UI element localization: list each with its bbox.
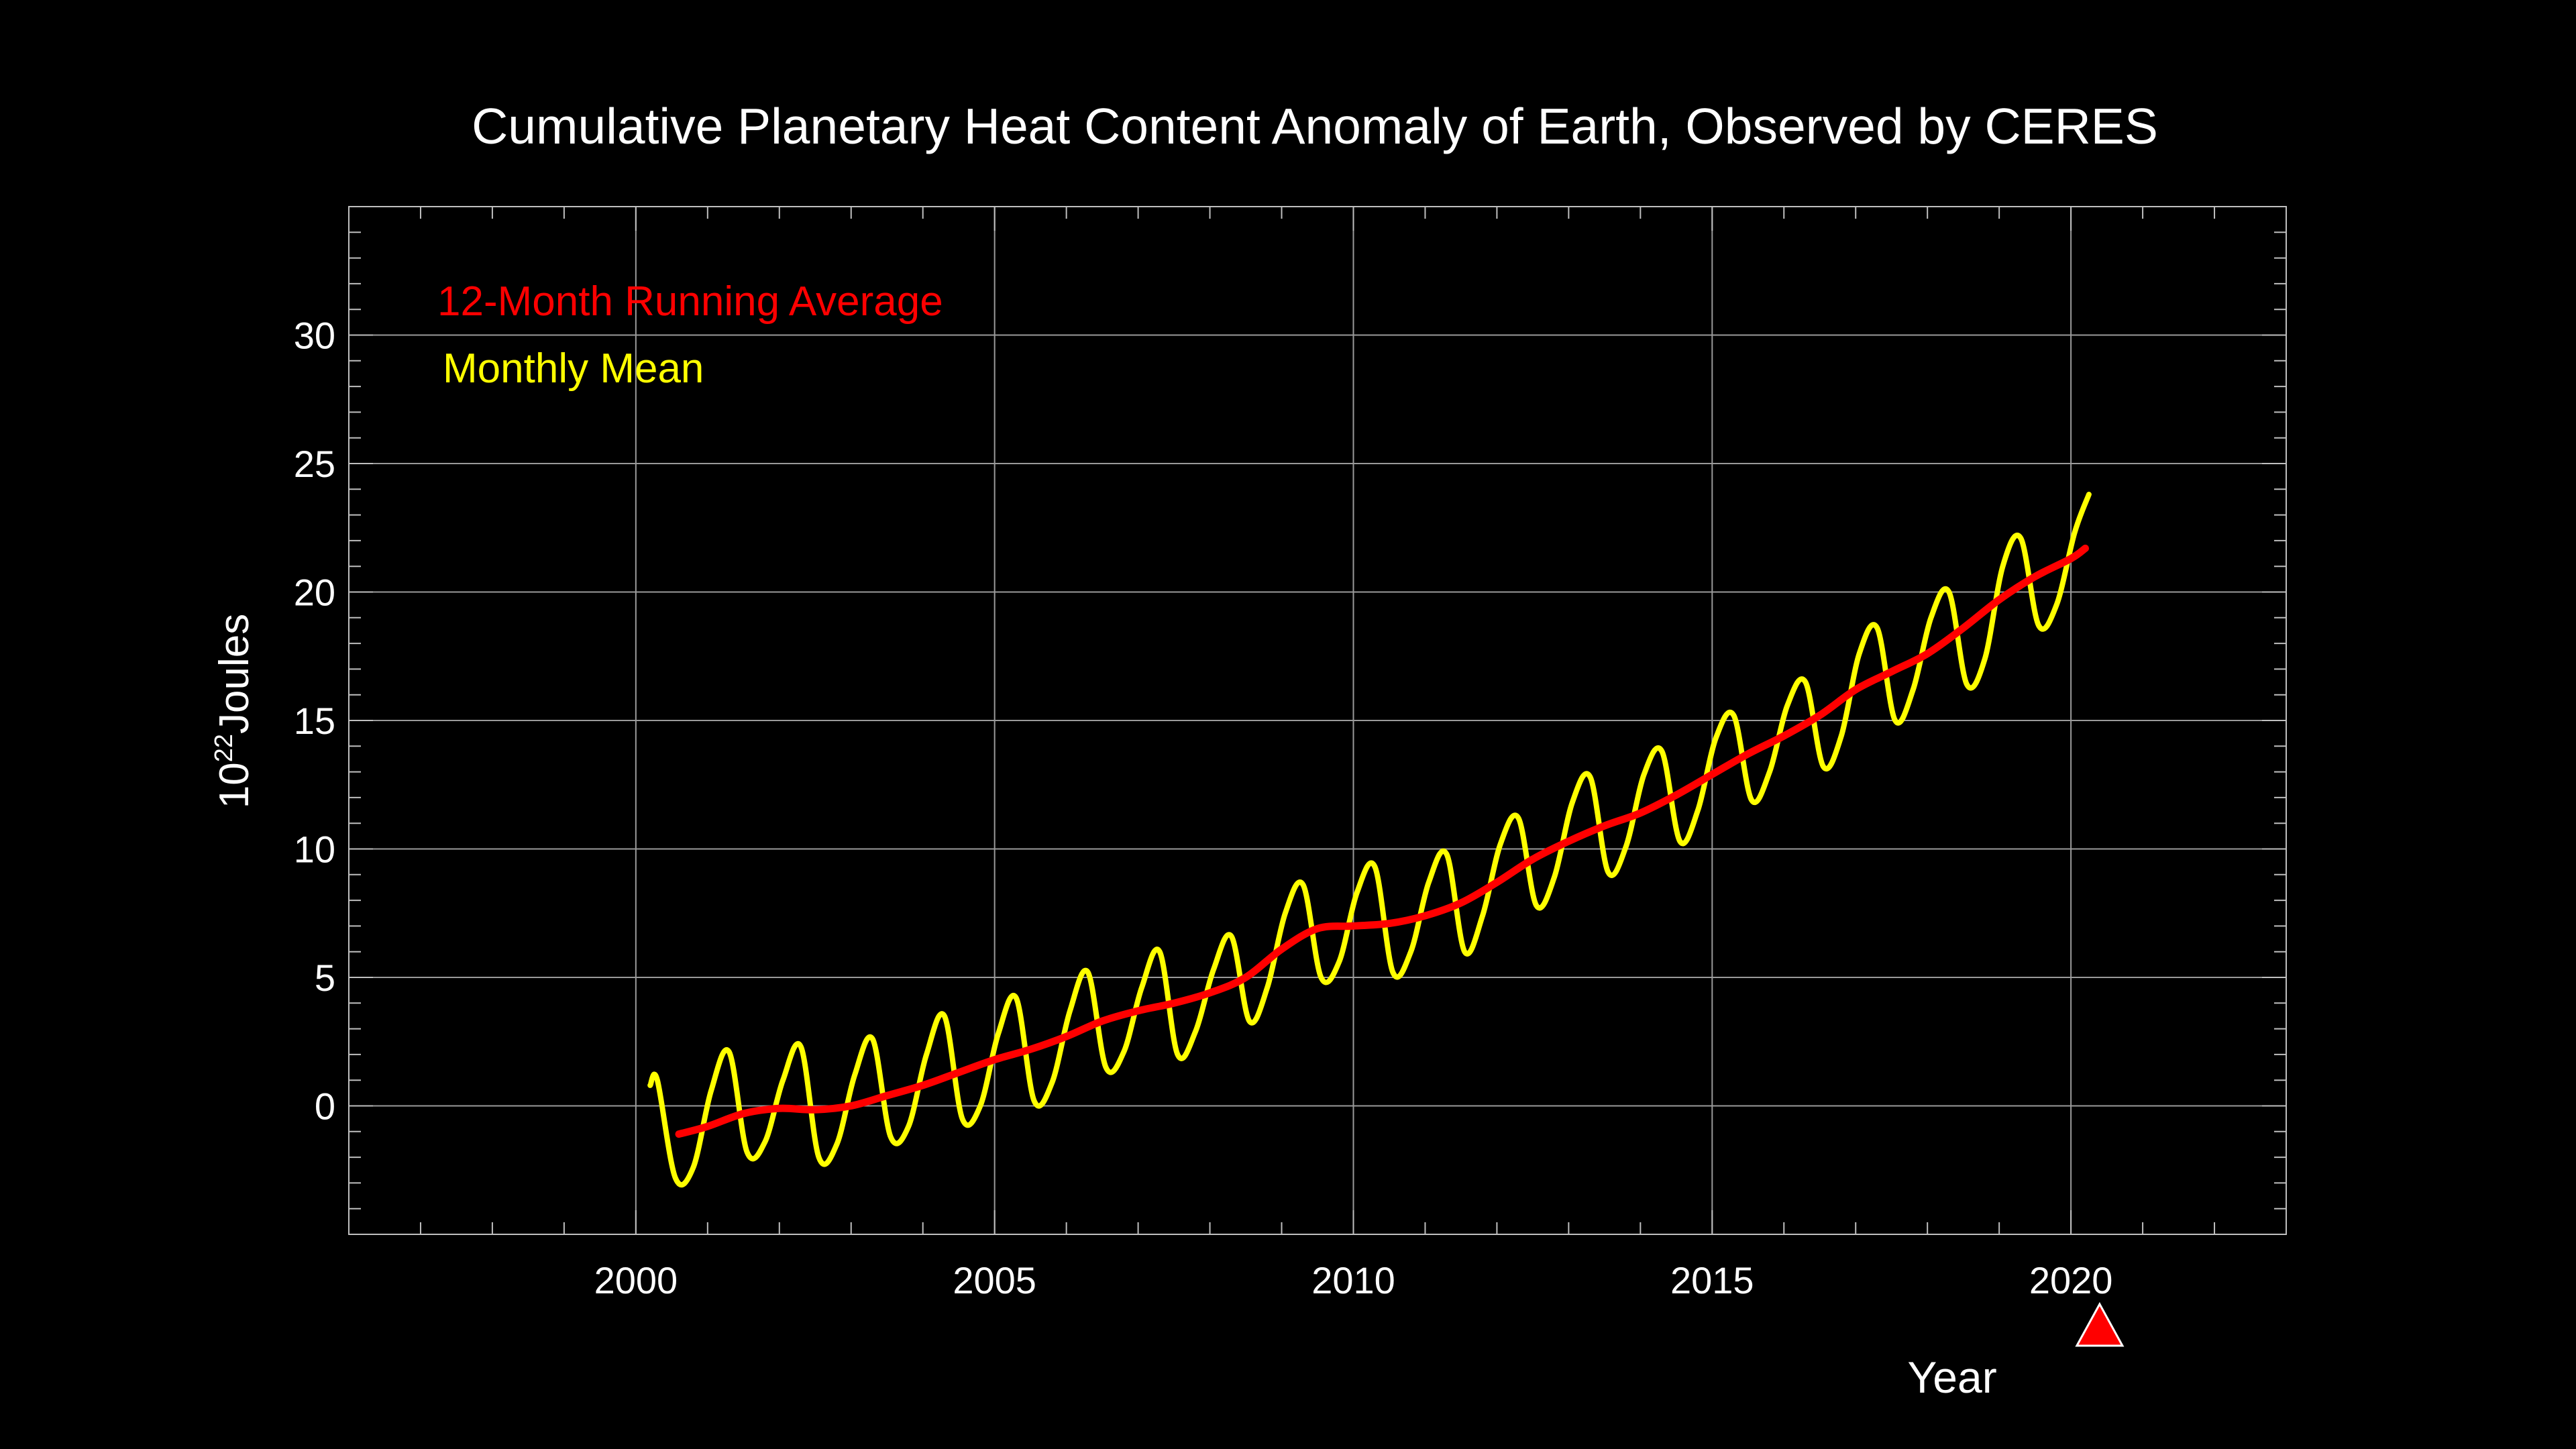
x-tick-label: 2000 <box>594 1259 678 1301</box>
y-tick-label: 25 <box>294 443 335 485</box>
chart-title: Cumulative Planetary Heat Content Anomal… <box>472 98 2158 154</box>
x-tick-label: 2010 <box>1311 1259 1395 1301</box>
legend-label-running-average: 12-Month Running Average <box>437 278 943 325</box>
y-axis-label-exponent: 22 <box>210 734 238 762</box>
grid <box>349 207 2286 1234</box>
year-marker-triangle <box>2075 1301 2125 1347</box>
x-tick-label: 2005 <box>953 1259 1036 1301</box>
y-axis-label: 1022Joules <box>210 614 258 808</box>
series-lines <box>647 492 2092 1188</box>
y-tick-label: 5 <box>315 957 335 999</box>
y-tick-label: 10 <box>294 828 335 871</box>
x-tick-label: 2015 <box>1670 1259 1754 1301</box>
axis-ticks: 2000 2005 2010 2015 2020 0 5 10 15 20 25 30 <box>294 206 2287 1301</box>
y-tick-label: 20 <box>294 572 335 614</box>
y-tick-label: 30 <box>294 315 335 357</box>
y-axis-label-base: 10 <box>211 762 258 808</box>
y-tick-label: 15 <box>294 700 335 742</box>
series-line-running-average <box>675 544 2089 1138</box>
series-line-monthly-mean <box>647 492 2092 1188</box>
legend-label-monthly-mean: Monthly Mean <box>443 345 704 392</box>
x-tick-label: 2020 <box>2029 1259 2113 1301</box>
x-axis-label: Year <box>1907 1352 1996 1402</box>
y-tick-label: 0 <box>315 1085 335 1128</box>
legend: 12-Month Running Average Monthly Mean <box>437 278 943 392</box>
y-axis-label-unit: Joules <box>211 614 258 734</box>
